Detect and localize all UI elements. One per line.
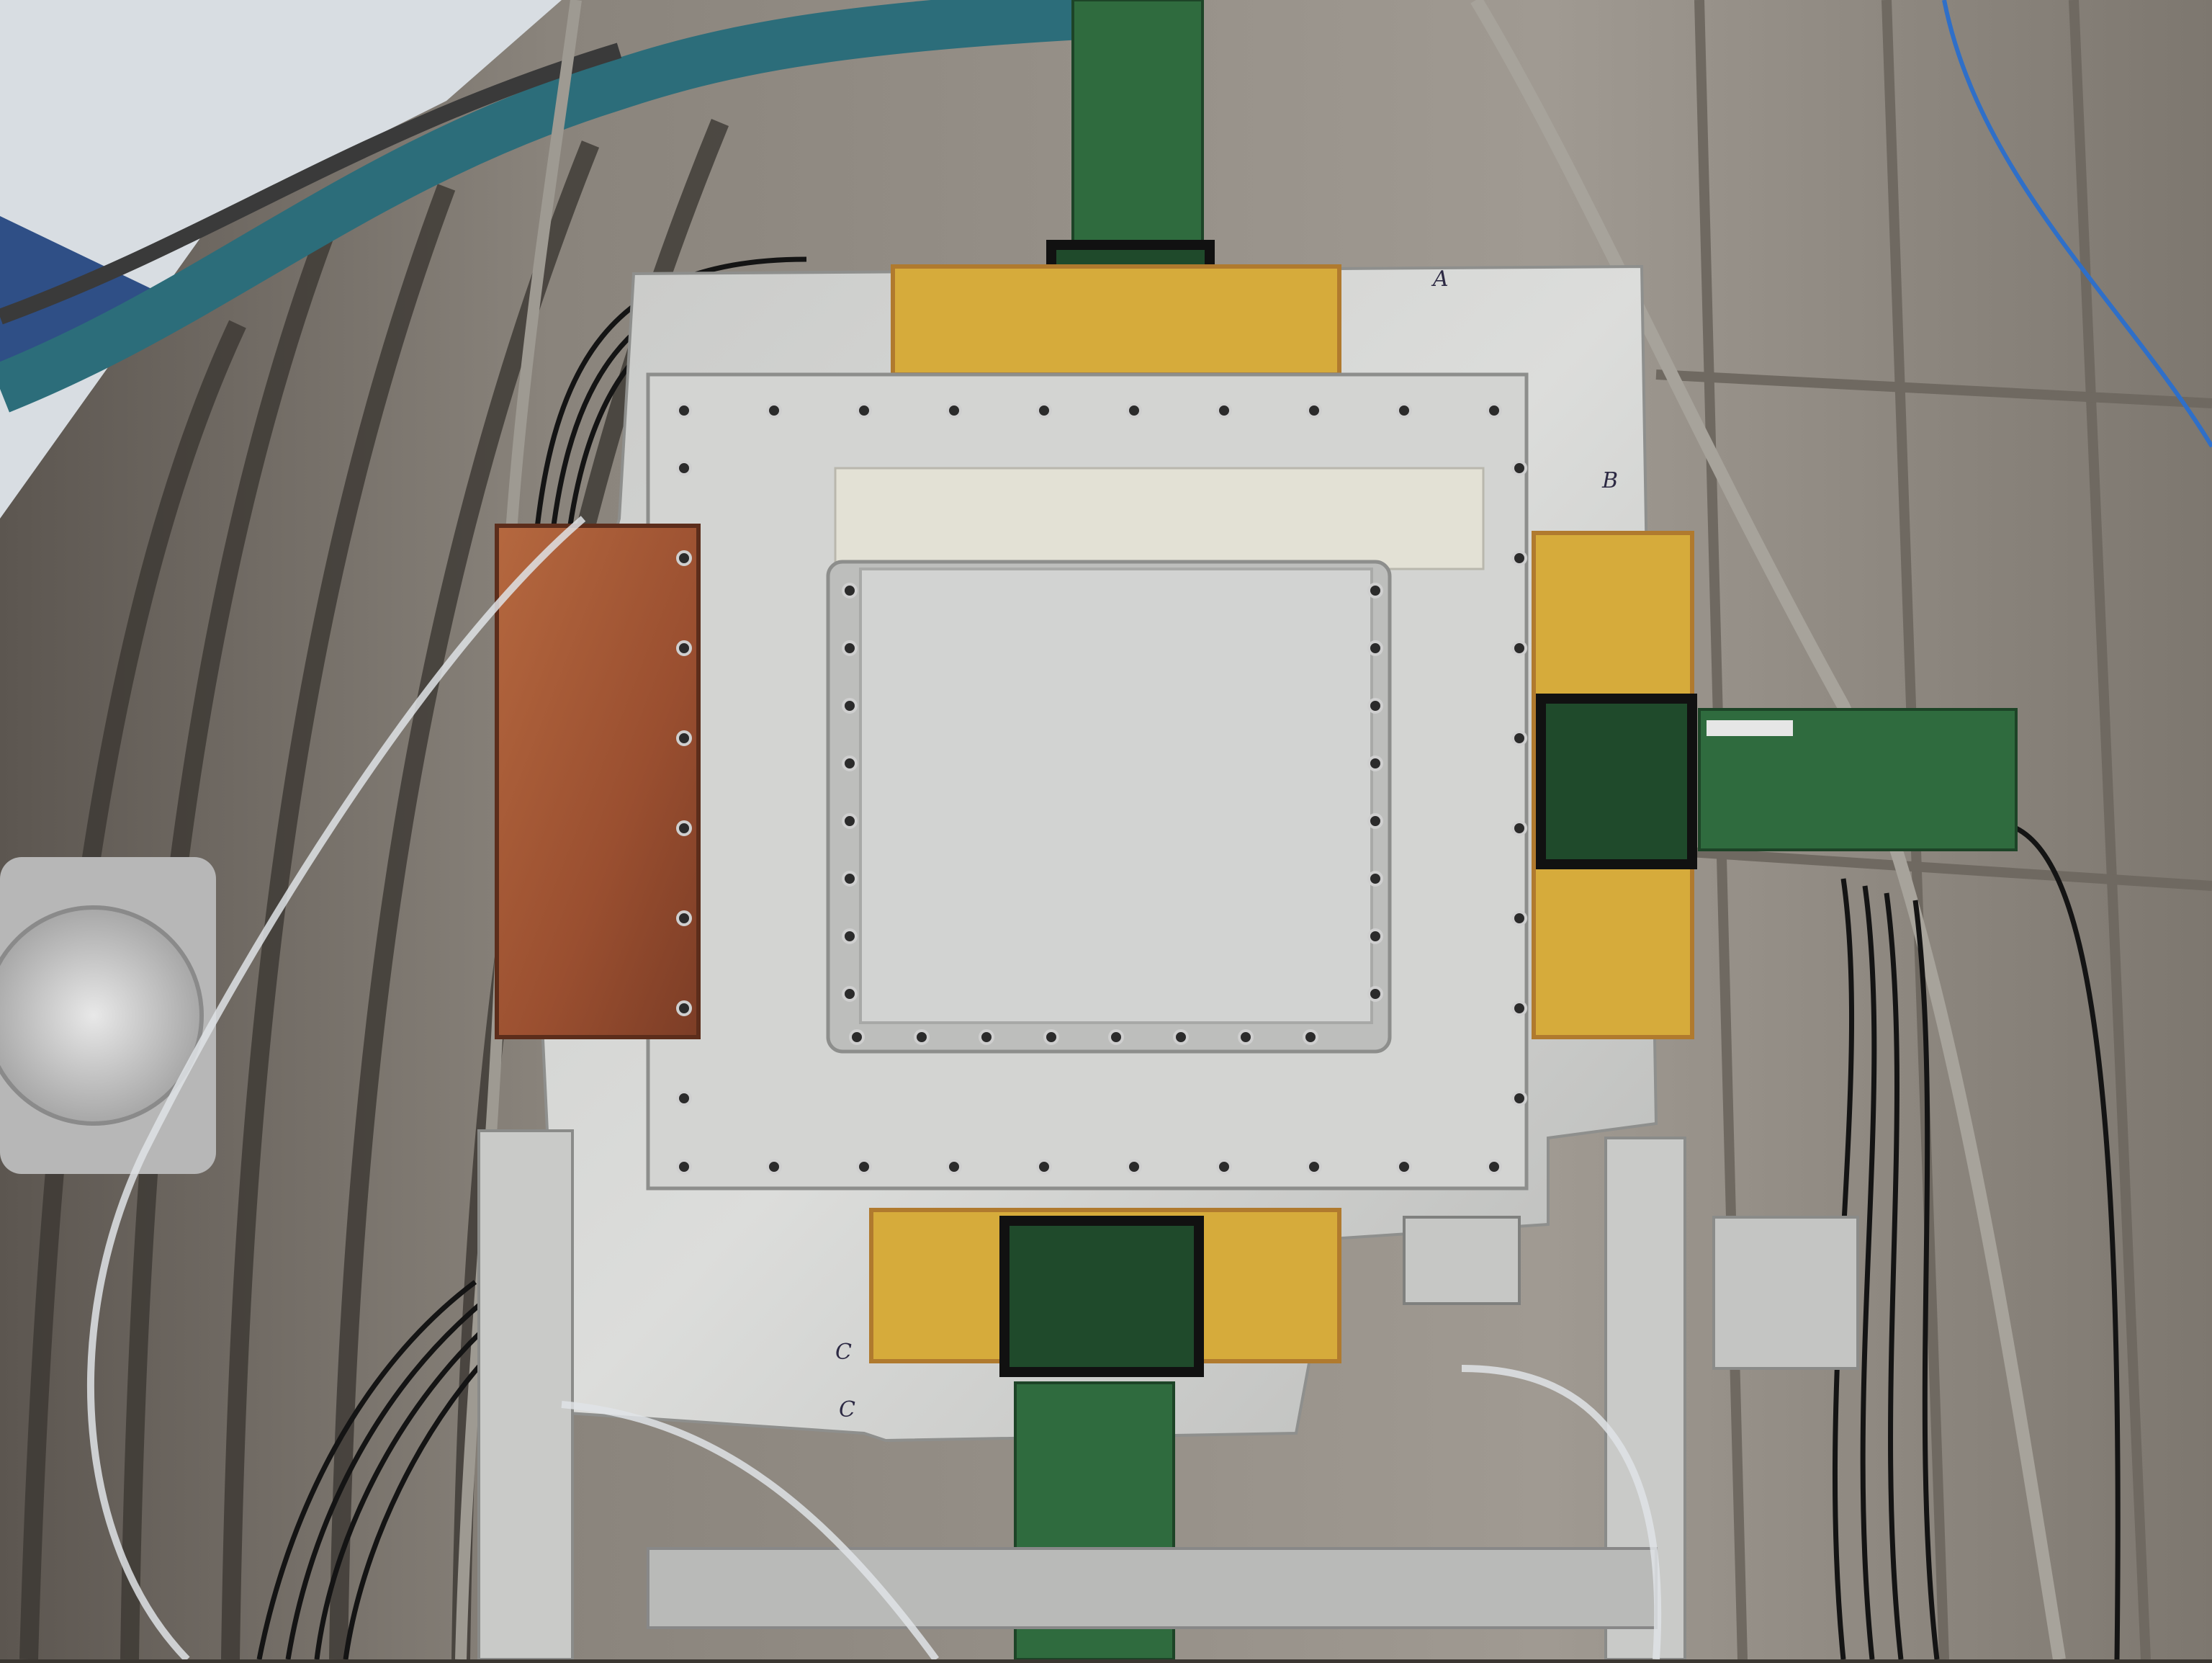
frame-screws [676,403,1527,1175]
marker-label-right: B [1602,468,1619,493]
screw [676,1159,692,1175]
base-rail [647,1547,1658,1629]
screw [676,820,692,836]
screw [676,1090,692,1106]
screw [1126,403,1142,418]
marker-label-bottom-center: C [839,1397,855,1422]
screw [849,1029,865,1045]
blue-fiber [1942,0,2212,448]
heat-sink-fins [1712,1216,1859,1370]
screw [1511,1090,1527,1106]
screw [1036,1159,1052,1175]
tape-strip [834,467,1485,570]
junction-box [1403,1216,1521,1305]
screw [842,756,858,771]
screw [1367,986,1383,1002]
screw [1173,1029,1189,1045]
screw [1367,583,1383,599]
board-label-sticker [1707,720,1793,736]
top-kapton-flex [891,264,1341,377]
screw [1306,403,1322,418]
screw [1238,1029,1254,1045]
screw [1511,820,1527,836]
screw [1511,1000,1527,1016]
vacuum-flange [0,857,216,1174]
screw [676,403,692,418]
screw [1367,813,1383,829]
gas-tube-left [86,516,586,1662]
bottom-connector [999,1216,1204,1377]
screw [1216,403,1232,418]
screw [1511,460,1527,476]
marker-label-bottom-left: C [835,1340,852,1365]
screw [946,1159,962,1175]
screw [1216,1159,1232,1175]
screw [1511,910,1527,926]
screw [676,640,692,656]
screw [1303,1029,1318,1045]
black-cable-bundle-right [1832,825,2121,1660]
screw [1043,1029,1059,1045]
screw [1486,1159,1502,1175]
screw [842,928,858,944]
screw [676,460,692,476]
screw [1486,403,1502,418]
copper-cooling-block [495,524,701,1039]
blue-beam [0,216,180,375]
screw [842,640,858,656]
screw [842,871,858,887]
screw [1367,928,1383,944]
screw [842,583,858,599]
screw [842,698,858,714]
screw [1367,871,1383,887]
gas-tube-right [1461,1365,1662,1660]
screw [856,403,872,418]
screw [676,730,692,746]
screw [856,1159,872,1175]
screw [1367,698,1383,714]
screw [1367,756,1383,771]
ceiling [0,0,562,519]
screw [842,986,858,1002]
screw [914,1029,930,1045]
screw [946,403,962,418]
gas-tube-bottom [561,1401,940,1662]
support-rail-left [477,1129,574,1661]
screw [766,403,782,418]
screw [676,1000,692,1016]
screw [1511,550,1527,566]
screw [1511,640,1527,656]
screw [676,910,692,926]
top-readout-board [1071,0,1204,246]
right-connector [1536,694,1697,869]
screw [842,813,858,829]
screw [1396,1159,1412,1175]
screw [1126,1159,1142,1175]
screw [1396,403,1412,418]
marker-label-top: A [1433,266,1449,292]
screw [1108,1029,1124,1045]
screw [766,1159,782,1175]
screw [979,1029,994,1045]
entrance-window [859,568,1373,1024]
screw [1511,730,1527,746]
screw [676,550,692,566]
screw [1367,640,1383,656]
screw [1306,1159,1322,1175]
screw [1036,403,1052,418]
